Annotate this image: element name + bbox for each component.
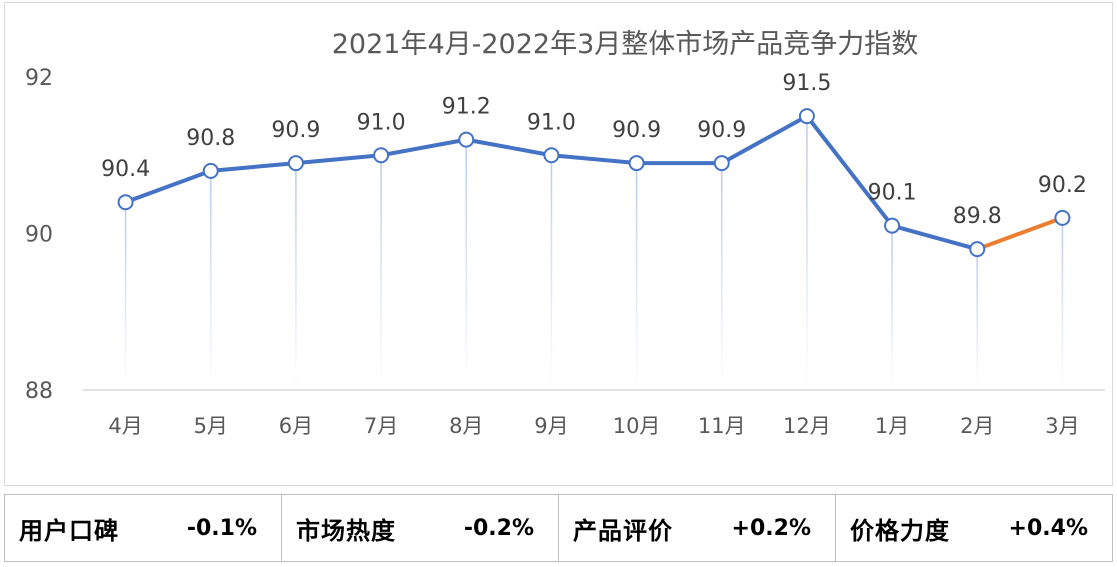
x-tick-label: 12月: [783, 414, 831, 438]
data-label: 90.9: [612, 118, 661, 143]
y-axis-ticks: 88 90 92: [25, 66, 53, 404]
data-point: [543, 147, 560, 164]
summary-cell-market-heat: 市场热度 -0.2%: [282, 495, 559, 561]
series-line-segment: [804, 114, 895, 228]
summary-label: 用户口碑: [19, 516, 119, 545]
summary-bar: 用户口碑 -0.1% 市场热度 -0.2% 产品评价 +0.2% 价格力度 +0…: [4, 494, 1113, 562]
x-tick-label: 9月: [534, 414, 568, 438]
data-point: [713, 155, 730, 172]
data-label: 91.0: [357, 110, 406, 135]
drop-line: [550, 155, 553, 390]
x-tick-label: 5月: [194, 414, 228, 438]
drop-line: [209, 170, 212, 390]
summary-cell-product-review: 产品评价 +0.2%: [559, 495, 836, 561]
summary-label: 市场热度: [296, 516, 396, 545]
drop-line: [295, 163, 297, 390]
data-point: [287, 155, 304, 172]
series-line-segment: [379, 137, 469, 158]
series-line-segment: [975, 215, 1065, 252]
data-label: 90.4: [101, 157, 150, 182]
summary-label: 价格力度: [850, 516, 950, 545]
x-tick-label: 4月: [108, 414, 142, 438]
data-point: [969, 241, 986, 258]
y-tick-label: 92: [25, 66, 53, 91]
series-line-segment: [890, 223, 980, 252]
drop-line: [465, 139, 468, 390]
summary-cell-word-of-mouth: 用户口碑 -0.1%: [5, 495, 282, 561]
data-label: 91.5: [782, 71, 831, 96]
drop-line: [380, 155, 382, 390]
y-tick-label: 90: [25, 223, 53, 248]
data-label: 89.8: [953, 204, 1002, 229]
summary-value: -0.1%: [186, 515, 257, 541]
drop-line: [1061, 217, 1064, 390]
series-line-segment: [293, 153, 384, 166]
data-label: 91.2: [442, 95, 491, 120]
data-point: [373, 147, 390, 164]
data-label: 90.8: [186, 126, 235, 151]
x-tick-label: 10月: [613, 414, 661, 438]
series-line-segment: [208, 161, 298, 173]
summary-value: +0.4%: [1008, 515, 1088, 541]
drop-line: [124, 202, 127, 390]
data-labels: 90.4 90.8 90.9 91.0 91.2 91.0 90.9 90.9 91.5 90.1…: [101, 71, 1087, 229]
x-tick-label: 7月: [364, 414, 398, 438]
data-point: [1054, 209, 1071, 226]
drop-lines: [124, 116, 1064, 390]
series-line-segment: [464, 137, 554, 158]
data-label: 90.1: [868, 181, 917, 206]
data-point: [798, 108, 815, 125]
data-label: 91.0: [527, 110, 576, 135]
series-line-segment: [719, 114, 809, 166]
data-label: 90.9: [697, 118, 746, 143]
data-label: 90.2: [1038, 173, 1087, 198]
data-point: [884, 217, 901, 234]
summary-label: 产品评价: [573, 516, 673, 545]
chart-frame: 2021年4月-2022年3月整体市场产品竞争力指数 88 90 92 90.4 90…: [4, 2, 1113, 486]
data-label: 90.9: [271, 118, 320, 143]
data-point: [202, 162, 219, 179]
series-lines: [123, 114, 1065, 252]
x-tick-label: 11月: [698, 414, 746, 438]
x-tick-label: 8月: [449, 414, 483, 438]
drop-line: [891, 225, 893, 390]
x-tick-label: 6月: [279, 414, 313, 438]
drop-line: [806, 116, 808, 390]
x-axis-ticks: 4月 5月 6月 7月 8月 9月 10月 11月 12月 1月 2月 3月: [108, 414, 1079, 438]
x-tick-label: 2月: [960, 414, 994, 438]
series-line-segment: [123, 168, 213, 205]
y-tick-label: 88: [25, 379, 53, 404]
drop-line: [720, 163, 723, 390]
series-line-segment: [549, 153, 639, 166]
drop-line: [976, 249, 979, 390]
data-point: [628, 155, 645, 172]
x-tick-label: 3月: [1045, 414, 1079, 438]
x-tick-label: 1月: [875, 414, 909, 438]
summary-cell-price-strength: 价格力度 +0.4%: [836, 495, 1112, 561]
drop-line: [635, 163, 638, 390]
summary-value: -0.2%: [463, 515, 534, 541]
data-point: [458, 131, 475, 148]
summary-value: +0.2%: [731, 515, 811, 541]
series-points: [117, 108, 1071, 258]
chart-title: 2021年4月-2022年3月整体市场产品竞争力指数: [332, 29, 919, 60]
data-point: [117, 194, 134, 211]
